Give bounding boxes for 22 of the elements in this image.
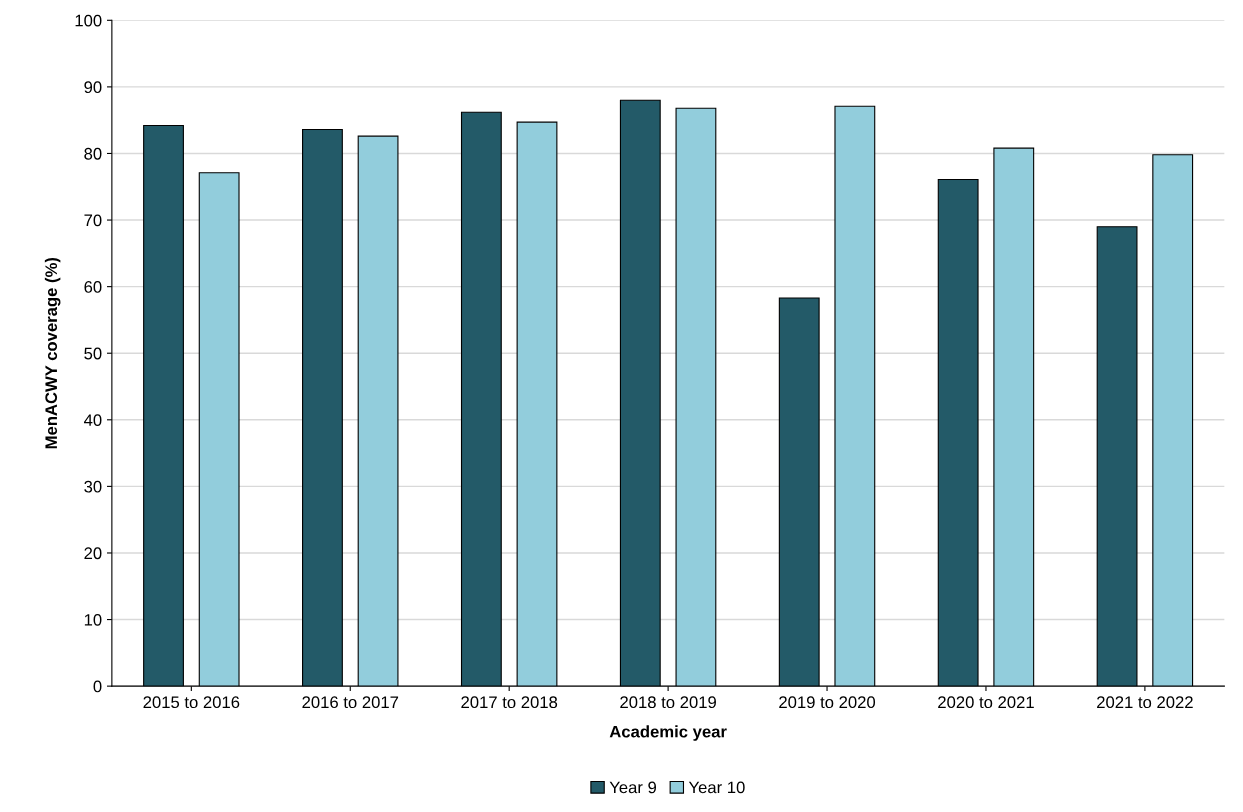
y-tick-label: 50	[84, 347, 102, 360]
legend-label: Year 9	[609, 781, 657, 794]
x-tick-label: 2021 to 2022	[1097, 696, 1193, 709]
x-axis-title: Academic year	[609, 725, 727, 741]
y-tick-label: 80	[84, 147, 102, 160]
y-tick-label: 60	[84, 281, 102, 293]
y-axis-title: MenACWY coverage (%)	[44, 257, 61, 449]
x-tick-label: 2015 to 2016	[143, 696, 240, 709]
y-tick-label: 10	[84, 613, 102, 626]
y-tick-label: 30	[84, 480, 102, 493]
y-tick-label: 100	[75, 14, 102, 27]
x-tick-label: 2016 to 2017	[302, 696, 399, 709]
x-tick-label: 2019 to 2020	[779, 696, 876, 709]
y-tick-label: 0	[93, 680, 102, 693]
x-tick-label: 2018 to 2019	[620, 696, 716, 709]
x-tick-label: 2017 to 2018	[461, 696, 558, 709]
y-tick-label: 40	[83, 414, 102, 427]
x-tick-label: 2020 to 2021	[938, 696, 1034, 709]
legend-label: Year 10	[688, 781, 745, 794]
y-tick-label: 70	[84, 214, 102, 227]
y-tick-label: 20	[84, 547, 102, 560]
y-tick-label: 90	[84, 81, 102, 94]
